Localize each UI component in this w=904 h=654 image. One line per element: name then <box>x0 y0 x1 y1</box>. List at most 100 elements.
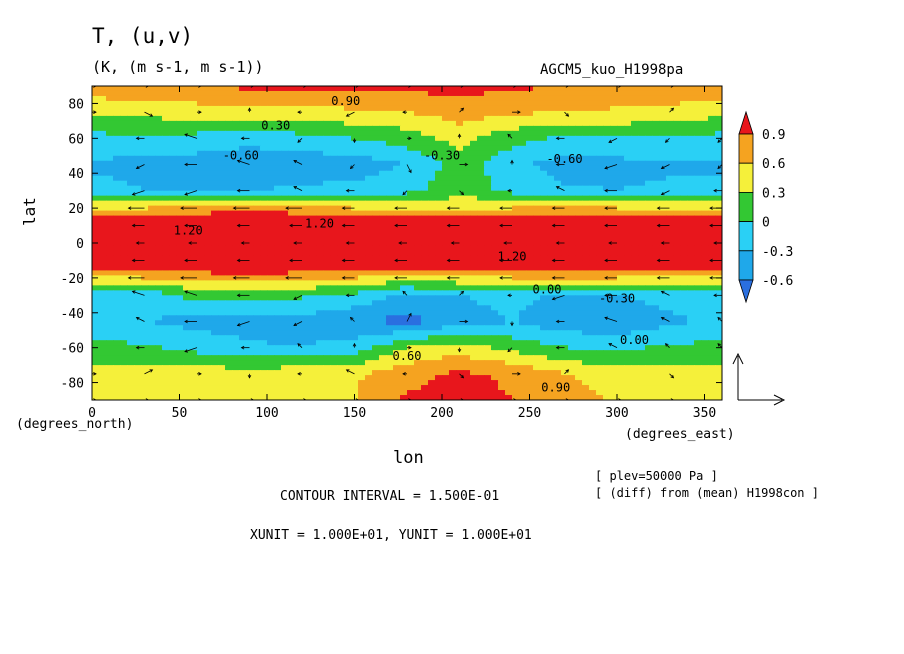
heat-cell <box>708 135 716 142</box>
heat-cell <box>309 115 317 122</box>
heat-cell <box>596 325 604 331</box>
heat-cell <box>484 230 492 237</box>
heat-cell <box>295 90 303 97</box>
heat-cell <box>162 95 170 102</box>
heat-cell <box>148 115 156 122</box>
heat-cell <box>610 125 618 132</box>
heat-cell <box>316 310 324 316</box>
heat-cell <box>484 330 492 336</box>
heat-cell <box>603 195 611 202</box>
heat-cell <box>246 170 254 177</box>
heat-cell <box>393 105 401 112</box>
heat-cell <box>407 315 415 321</box>
heat-cell <box>267 250 275 257</box>
heat-cell <box>512 295 520 301</box>
heat-cell <box>113 155 121 162</box>
heat-cell <box>372 175 380 182</box>
heat-cell <box>414 150 422 157</box>
heat-cell <box>491 255 499 262</box>
heat-cell <box>393 260 401 267</box>
heat-cell <box>225 230 233 237</box>
heat-cell <box>253 175 261 182</box>
heat-cell <box>568 215 576 222</box>
heat-cell <box>421 125 429 132</box>
heat-cell <box>176 300 184 306</box>
heat-cell <box>652 295 660 301</box>
heat-cell <box>512 240 520 247</box>
heat-cell <box>386 100 394 107</box>
heat-cell <box>351 150 359 157</box>
heat-cell <box>526 290 534 296</box>
heat-cell <box>428 300 436 306</box>
heat-cell <box>421 215 429 222</box>
heat-cell <box>596 335 604 341</box>
heat-cell <box>260 170 268 177</box>
heat-cell <box>435 215 443 222</box>
heat-cell <box>330 235 338 242</box>
heat-cell <box>407 350 415 356</box>
heat-cell <box>603 90 611 97</box>
heat-cell <box>680 265 688 272</box>
heat-cell <box>260 120 268 127</box>
heat-cell <box>589 295 597 301</box>
heat-cell <box>596 300 604 306</box>
heat-cell <box>456 140 464 147</box>
heat-cell <box>561 295 569 301</box>
heat-cell <box>155 115 163 122</box>
heat-cell <box>176 360 184 366</box>
heat-cell <box>442 140 450 147</box>
heat-cell <box>596 185 604 192</box>
heat-cell <box>687 165 695 172</box>
heat-cell <box>638 280 646 286</box>
heat-cell <box>106 340 114 346</box>
heat-cell <box>470 125 478 132</box>
heat-cell <box>358 215 366 222</box>
heat-cell <box>302 320 310 326</box>
heat-cell <box>505 270 513 276</box>
heat-cell <box>120 95 128 102</box>
heat-cell <box>239 100 247 107</box>
heat-cell <box>323 335 331 341</box>
heat-cell <box>386 235 394 242</box>
heat-cell <box>505 255 513 262</box>
heat-cell <box>393 180 401 187</box>
heat-cell <box>589 335 597 341</box>
heat-cell <box>351 270 359 276</box>
heat-cell <box>337 165 345 172</box>
heat-cell <box>694 125 702 132</box>
heat-cell <box>708 335 716 341</box>
heat-cell <box>428 100 436 107</box>
heat-cell <box>582 155 590 162</box>
heat-cell <box>652 86 660 92</box>
heat-cell <box>176 245 184 252</box>
heat-cell <box>603 230 611 237</box>
heat-cell <box>491 155 499 162</box>
heat-cell <box>456 305 464 311</box>
heat-cell <box>351 160 359 167</box>
heat-cell <box>680 250 688 257</box>
heat-cell <box>372 325 380 331</box>
heat-cell <box>267 255 275 262</box>
heat-cell <box>274 170 282 177</box>
heat-cell <box>204 115 212 122</box>
heat-cell <box>281 260 289 267</box>
heat-cell <box>92 290 100 296</box>
heat-cell <box>701 330 709 336</box>
heat-cell <box>456 90 464 97</box>
heat-cell <box>575 355 583 361</box>
heat-cell <box>120 185 128 192</box>
heat-cell <box>386 325 394 331</box>
heat-cell <box>120 130 128 137</box>
heat-cell <box>309 315 317 321</box>
heat-cell <box>512 230 520 237</box>
heat-cell <box>638 240 646 247</box>
heat-cell <box>232 335 240 341</box>
heat-cell <box>491 295 499 301</box>
heat-cell <box>316 225 324 232</box>
heat-cell <box>610 260 618 267</box>
heat-cell <box>393 320 401 326</box>
heat-cell <box>204 190 212 197</box>
heat-cell <box>470 105 478 112</box>
heat-cell <box>561 280 569 286</box>
heat-cell <box>358 325 366 331</box>
